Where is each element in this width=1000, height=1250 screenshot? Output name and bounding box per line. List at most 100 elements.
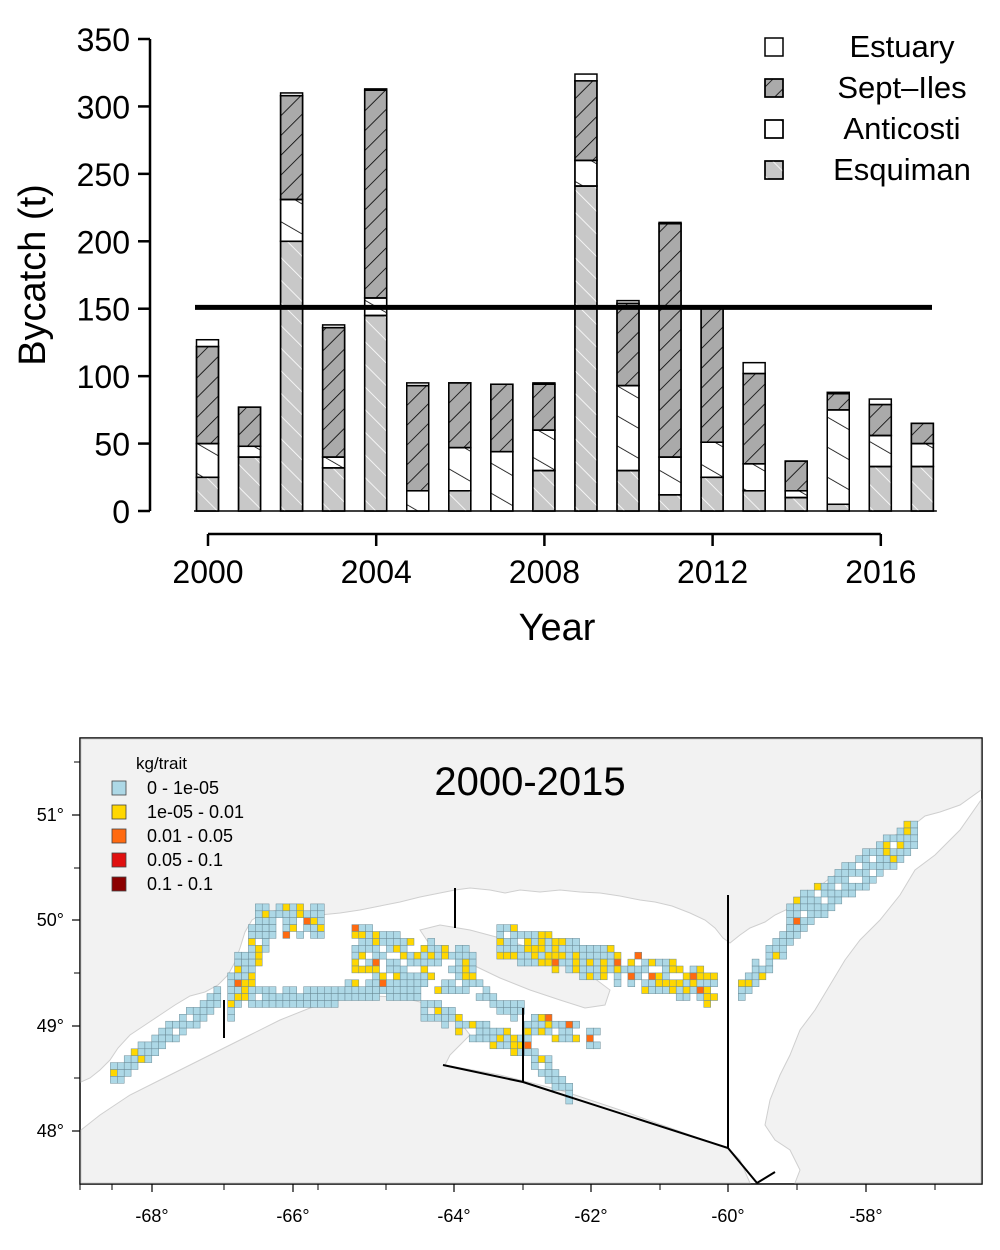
map-legend-swatch — [111, 780, 127, 796]
map-cell — [455, 945, 463, 953]
x-tick-label: 2008 — [509, 554, 580, 590]
bar-anticosti-hatch — [742, 463, 766, 492]
map-cell — [510, 1041, 518, 1050]
map-cell — [282, 903, 291, 912]
map-cell — [537, 951, 546, 960]
map-cell — [800, 903, 808, 912]
map-cell — [772, 951, 780, 960]
map-cell — [862, 876, 870, 884]
map-cell — [475, 1034, 484, 1043]
map-cell — [827, 889, 836, 898]
map-cell — [531, 1020, 539, 1029]
map-cell — [848, 889, 856, 898]
map-cell — [689, 986, 698, 994]
map-cell — [351, 958, 360, 967]
map-cell — [531, 945, 539, 953]
map-cell — [669, 986, 677, 994]
map-cell — [765, 945, 774, 953]
map-cell — [406, 993, 415, 1001]
map-cell — [365, 931, 373, 939]
map-cell — [503, 1000, 511, 1008]
map-cell — [289, 924, 297, 932]
map-cell — [151, 1034, 159, 1043]
map-cell — [282, 931, 291, 939]
map-cell — [344, 979, 353, 987]
map-cell — [503, 938, 511, 946]
map-cell — [889, 855, 898, 863]
map-cell — [275, 1000, 284, 1008]
bar-anticosti-hatch — [237, 445, 262, 458]
map-cell — [379, 951, 387, 960]
map-cell — [489, 1034, 498, 1043]
map-cell — [455, 965, 463, 974]
map-cell — [282, 924, 291, 932]
map-cell — [744, 986, 753, 994]
map-cell — [565, 958, 573, 967]
map-cell — [330, 986, 339, 994]
map-cell — [531, 938, 539, 946]
map-cell — [393, 979, 401, 987]
map-cell — [586, 1034, 594, 1043]
map-cell — [158, 1034, 166, 1043]
map-cell — [234, 993, 242, 1001]
map-cell — [593, 1027, 601, 1036]
map-cell — [255, 958, 263, 967]
map-cell — [379, 986, 387, 994]
map-cell — [572, 1020, 580, 1029]
map-cell — [551, 958, 560, 967]
map-cell — [351, 979, 360, 987]
map-cell — [351, 931, 360, 939]
map-cell — [351, 993, 360, 1001]
map-cell — [393, 931, 401, 939]
map-cell — [268, 917, 277, 925]
map-cell — [627, 958, 636, 967]
map-cell — [427, 945, 435, 953]
map-cell — [882, 834, 891, 843]
map-cell — [365, 986, 373, 994]
x-tick-label: 2012 — [677, 554, 748, 590]
map-cell — [800, 924, 808, 932]
map-cell — [593, 958, 601, 967]
map-cell — [351, 951, 360, 960]
map-cell — [544, 1069, 553, 1077]
map-cell — [268, 993, 277, 1001]
map-cell — [841, 869, 849, 877]
map-cell — [393, 958, 401, 967]
map-cell — [600, 972, 608, 981]
map-cell — [648, 986, 656, 994]
map-cell — [682, 979, 691, 987]
map-cell — [192, 1007, 201, 1015]
map-cell — [876, 862, 884, 870]
map-cell — [786, 931, 794, 939]
map-cell — [800, 896, 808, 905]
map-cell — [779, 951, 787, 960]
map-y-axis: 48° 49° 50° 51° — [37, 761, 80, 1141]
map-cell — [613, 958, 622, 967]
map-cell — [144, 1055, 153, 1063]
map-cell — [448, 1014, 456, 1022]
map-cell — [413, 986, 422, 994]
map-cell — [310, 917, 318, 925]
map-cell — [475, 1027, 484, 1036]
map-cell — [503, 924, 511, 932]
map-cell — [393, 945, 401, 953]
map-cell — [551, 965, 560, 974]
map-cell — [544, 1055, 553, 1063]
map-legend-title: kg/trait — [136, 754, 187, 773]
map-cell — [241, 986, 249, 994]
map-cell — [551, 945, 560, 953]
map-cell — [261, 938, 270, 946]
map-cell — [793, 910, 801, 918]
legend-label-anticosti: Anticosti — [843, 111, 960, 146]
map-cell — [123, 1069, 132, 1077]
bar-sept-iles-hatch — [321, 326, 346, 458]
map-cell — [372, 986, 380, 994]
bar-estuary — [742, 361, 766, 375]
map-cell — [896, 848, 905, 856]
x-tick-label: 2000 — [172, 554, 243, 590]
map-cell — [303, 924, 311, 932]
map-cell — [551, 1020, 560, 1029]
map-cell — [468, 958, 477, 967]
map-cell — [248, 938, 256, 946]
